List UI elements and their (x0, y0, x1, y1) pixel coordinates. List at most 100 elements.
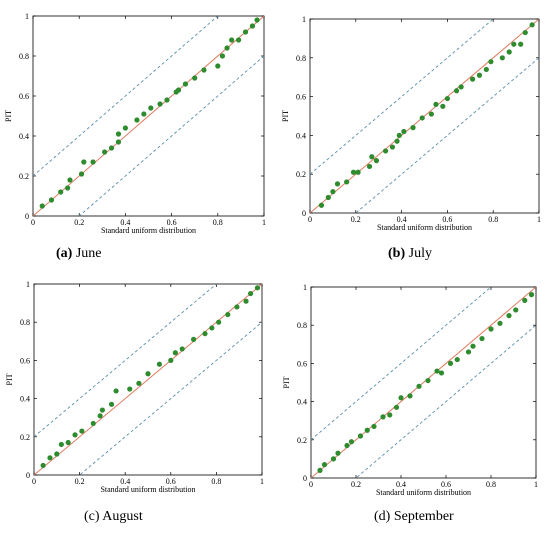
data-point (182, 81, 189, 87)
data-point (334, 181, 341, 187)
y-tick-label: 0.8 (296, 54, 306, 63)
data-point (113, 388, 119, 394)
data-point (47, 455, 53, 461)
x-axis-label: Standard uniform distribution (377, 223, 472, 232)
data-point (67, 177, 73, 183)
caption-text: September (393, 509, 454, 524)
caption-label: (d) (374, 509, 391, 524)
reference-line (34, 284, 262, 475)
y-tick-label: 0.2 (296, 170, 306, 179)
data-point (511, 41, 517, 47)
y-tick-label: 0.4 (297, 398, 307, 407)
data-point (529, 22, 535, 28)
data-point (179, 346, 185, 352)
data-point (447, 360, 454, 366)
lower-confidence-band (78, 321, 262, 475)
data-point (156, 361, 162, 367)
data-point (321, 462, 328, 468)
data-point (522, 29, 528, 36)
data-point (148, 105, 154, 111)
panel-september: 0 0.2 0.4 0.6 0.8 1 0 0.2 0.4 0.6 0.8 1 Standard uni… (275, 268, 550, 535)
data-point (373, 158, 380, 164)
data-point (497, 320, 503, 326)
data-point (216, 319, 222, 325)
data-point (243, 298, 249, 304)
data-point (108, 145, 115, 151)
data-point (58, 441, 64, 448)
data-point (419, 115, 425, 121)
x-tick-label: 1 (534, 480, 538, 489)
data-point (433, 101, 439, 107)
data-point (371, 423, 377, 430)
data-point (99, 407, 105, 413)
x-tick-label: 0 (32, 477, 36, 486)
data-point (108, 401, 115, 407)
data-point (65, 185, 71, 191)
caption-july: (b) July (388, 246, 432, 262)
data-point (317, 467, 323, 473)
y-tick-label: 1 (26, 280, 30, 289)
data-point (229, 37, 235, 43)
x-tick-label: 0.4 (120, 218, 130, 227)
y-tick-label: 0.8 (19, 52, 29, 61)
data-point (425, 377, 431, 384)
data-point (364, 427, 370, 433)
data-point (444, 95, 450, 102)
plot-frame (33, 283, 263, 476)
data-point (39, 203, 45, 209)
data-point (476, 72, 483, 78)
data-point (506, 49, 512, 55)
x-tick-label: 0 (31, 218, 35, 227)
y-tick-label: 0.4 (20, 395, 30, 404)
y-tick-label: 0.2 (20, 433, 30, 442)
x-tick-label: 0.2 (75, 477, 85, 486)
data-point (58, 189, 64, 195)
x-tick-label: 0.4 (120, 477, 130, 486)
data-point (242, 29, 249, 35)
data-point (127, 386, 133, 392)
data-point (248, 290, 254, 297)
x-axis-label: Standard uniform distribution (376, 488, 471, 497)
upper-confidence-band (310, 19, 494, 175)
x-tick-label: 0.8 (488, 215, 498, 224)
data-point (344, 442, 350, 449)
data-point (136, 380, 142, 386)
x-tick-label: 0.4 (396, 480, 406, 489)
data-point (499, 55, 505, 61)
data-point (48, 197, 55, 203)
data-point (330, 189, 336, 195)
data-point (344, 179, 350, 185)
y-tick-label: 1 (303, 283, 307, 292)
caption-text: July (408, 246, 432, 261)
data-point (235, 37, 242, 43)
data-point (357, 433, 364, 439)
data-point (254, 17, 260, 23)
y-tick-label: 0 (26, 471, 30, 480)
reference-line (311, 287, 536, 478)
data-point (330, 456, 337, 462)
x-tick-label: 0.2 (74, 218, 84, 227)
x-tick-label: 0.6 (167, 218, 177, 227)
data-point (393, 404, 400, 410)
x-tick-label: 0.2 (351, 215, 361, 224)
caption-june: (a) June (56, 246, 102, 262)
data-point (488, 326, 494, 332)
chart-july: 0 0.2 0.4 0.6 0.8 1 0 0.2 0.4 0.6 0.8 1 Standard uni… (281, 15, 541, 232)
panel-june: 0 0.2 0.4 0.6 0.8 1 0 0.2 0.4 0.6 0.8 1 Standard uni… (0, 0, 275, 267)
data-point (172, 350, 178, 356)
lower-confidence-band (355, 57, 539, 213)
data-point (488, 59, 494, 65)
data-point (398, 395, 404, 401)
x-tick-label: 0.6 (441, 480, 451, 489)
y-tick-label: 1 (25, 12, 29, 21)
x-tick-label: 1 (537, 215, 541, 224)
y-axis-label: PIT (282, 376, 291, 388)
data-point (407, 393, 413, 399)
data-point (416, 383, 422, 389)
data-point (469, 76, 476, 82)
data-point (506, 313, 512, 319)
data-point (453, 88, 460, 94)
caption-september: (d) September (374, 509, 454, 525)
x-tick-label: 1 (260, 477, 264, 486)
data-point (191, 336, 197, 342)
